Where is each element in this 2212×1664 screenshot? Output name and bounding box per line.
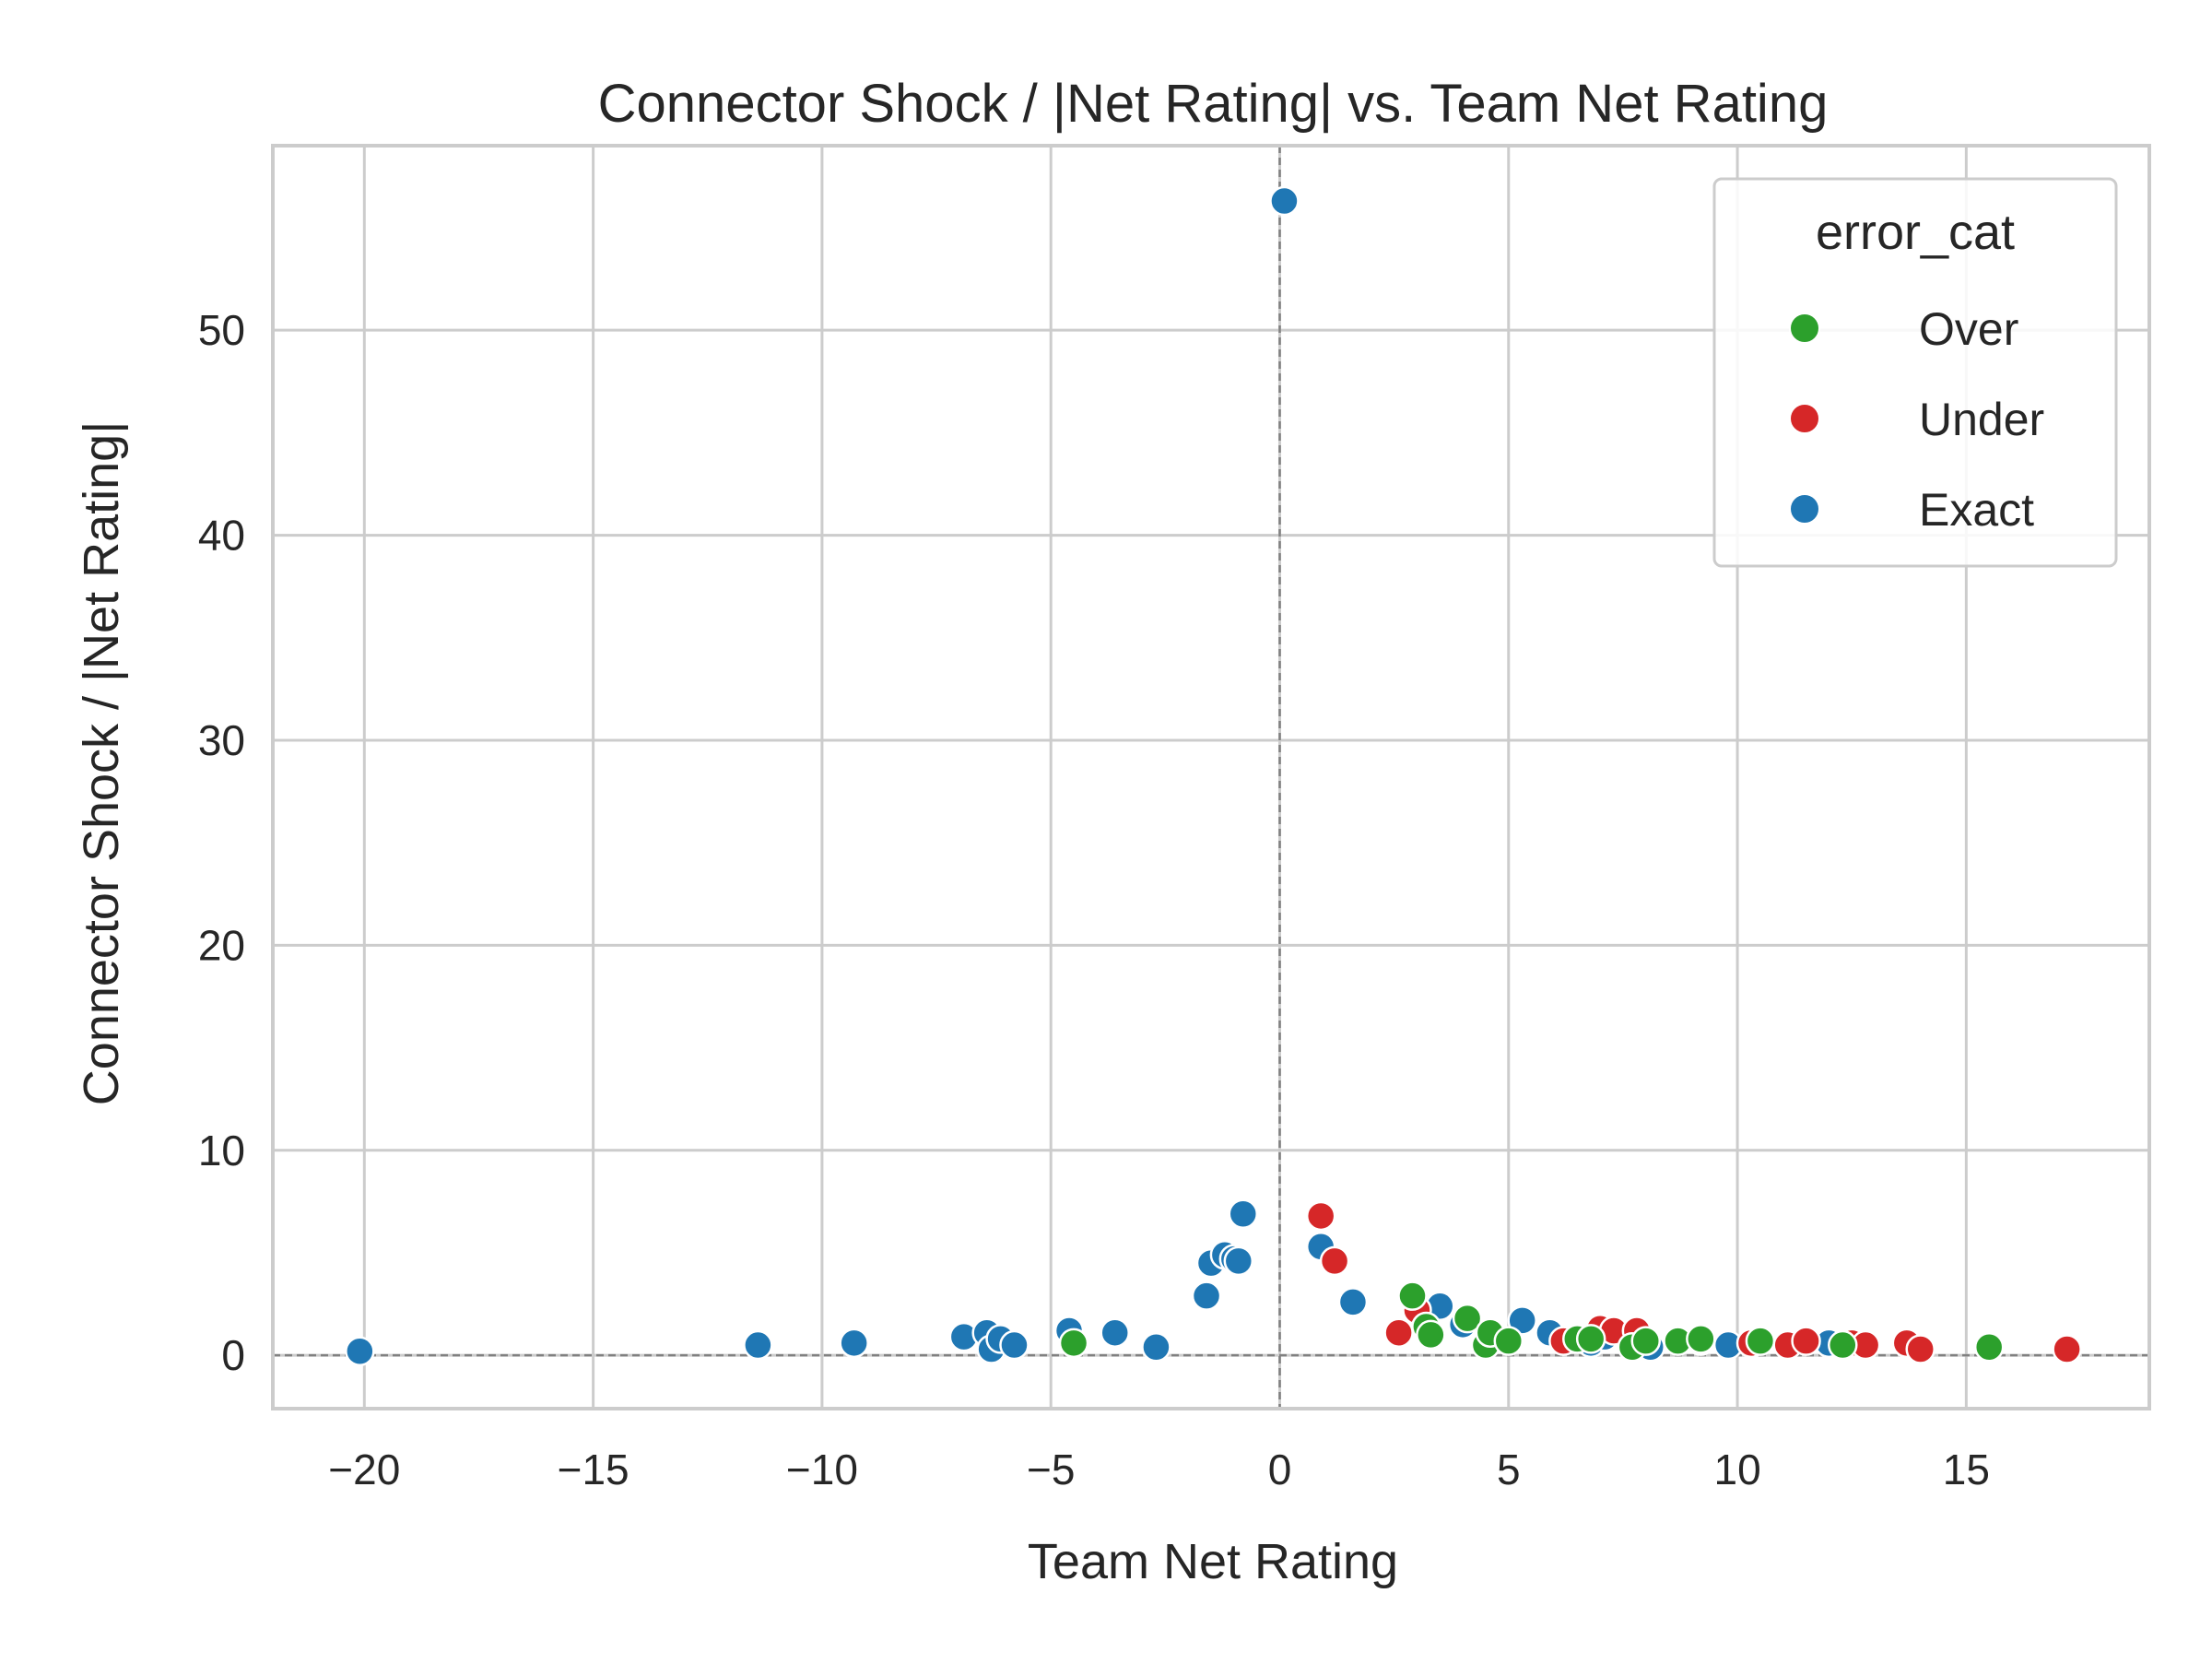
x-tick-label: −5 bbox=[1027, 1446, 1075, 1493]
x-tick-label: 0 bbox=[1268, 1446, 1292, 1493]
data-point-over bbox=[1828, 1329, 1858, 1361]
data-point-exact bbox=[743, 1329, 773, 1361]
y-tick-label: 20 bbox=[198, 921, 245, 969]
data-point-exact bbox=[999, 1329, 1030, 1361]
legend-marker-over bbox=[1789, 313, 1820, 344]
data-point-under bbox=[2052, 1334, 2082, 1364]
y-tick-label: 10 bbox=[198, 1127, 245, 1174]
data-point-over bbox=[1575, 1324, 1606, 1354]
plot-frame bbox=[271, 144, 2151, 1410]
x-axis-label: Team Net Rating bbox=[1028, 1534, 1398, 1589]
legend-label-exact: Exact bbox=[1919, 484, 2034, 536]
data-point-over bbox=[1397, 1280, 1428, 1311]
y-tick-label: 30 bbox=[198, 716, 245, 764]
data-point-over bbox=[1745, 1326, 1776, 1356]
legend-marker-exact bbox=[1789, 493, 1820, 525]
data-point-over bbox=[1416, 1319, 1446, 1351]
x-tick-label: −10 bbox=[786, 1446, 858, 1493]
data-point-exact bbox=[1100, 1317, 1130, 1348]
data-point-under bbox=[1905, 1334, 1936, 1364]
data-point-exact bbox=[345, 1336, 375, 1366]
data-point-exact bbox=[1141, 1332, 1171, 1363]
data-point-over bbox=[1493, 1326, 1524, 1356]
data-point-over bbox=[1630, 1326, 1662, 1356]
data-point-over bbox=[1452, 1303, 1483, 1334]
y-axis-label: Connector Shock / |Net Rating| bbox=[74, 421, 129, 1105]
data-point-under bbox=[1791, 1326, 1821, 1356]
x-tick-label: 5 bbox=[1497, 1446, 1521, 1493]
data-point-exact bbox=[1269, 185, 1300, 217]
x-tick-label: −20 bbox=[328, 1446, 400, 1493]
y-tick-label: 0 bbox=[221, 1331, 245, 1379]
plot-area: −20 −15 −10 −5 0 5 10 15 0 10 20 30 40 50 error_cat Ove… bbox=[198, 144, 2151, 1493]
data-point-exact bbox=[1223, 1245, 1254, 1277]
x-tick-label: 15 bbox=[1943, 1446, 1990, 1493]
data-point-exact bbox=[1228, 1198, 1259, 1229]
x-tick-label: 10 bbox=[1713, 1446, 1760, 1493]
legend-label-over: Over bbox=[1919, 303, 2018, 355]
data-point-exact bbox=[1191, 1280, 1222, 1311]
legend-title: error_cat bbox=[1816, 205, 2015, 260]
data-point-over bbox=[1973, 1332, 2005, 1363]
chart-title: Connector Shock / |Net Rating| vs. Team … bbox=[598, 74, 1829, 134]
legend-marker-under bbox=[1789, 403, 1820, 434]
x-tick-label: −15 bbox=[558, 1446, 629, 1493]
data-point-exact bbox=[839, 1328, 869, 1359]
data-point-exact bbox=[1337, 1287, 1369, 1317]
y-tick-label: 50 bbox=[198, 306, 245, 354]
data-point-under bbox=[1305, 1200, 1336, 1232]
data-point-under bbox=[1383, 1317, 1414, 1348]
data-point-exact bbox=[1507, 1305, 1537, 1336]
data-point-over bbox=[1686, 1324, 1716, 1354]
legend-box bbox=[1712, 177, 2118, 568]
data-point-over bbox=[1058, 1328, 1089, 1359]
data-point-under bbox=[1319, 1245, 1350, 1277]
legend-label-under: Under bbox=[1919, 394, 2044, 445]
y-tick-label: 40 bbox=[198, 512, 245, 560]
